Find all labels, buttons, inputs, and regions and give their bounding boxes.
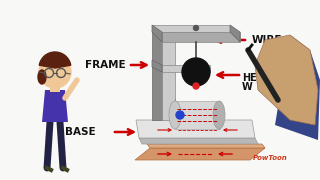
- Text: WIRE: WIRE: [252, 35, 283, 45]
- Polygon shape: [152, 32, 162, 120]
- Polygon shape: [139, 138, 258, 144]
- Text: PowToon: PowToon: [252, 155, 287, 161]
- Polygon shape: [147, 144, 265, 148]
- Text: BASE: BASE: [65, 127, 96, 137]
- Ellipse shape: [38, 70, 46, 84]
- Polygon shape: [162, 32, 240, 42]
- Polygon shape: [152, 25, 230, 32]
- Polygon shape: [275, 35, 320, 140]
- Text: FRAME: FRAME: [85, 60, 126, 70]
- Polygon shape: [162, 65, 210, 72]
- Circle shape: [193, 83, 199, 89]
- Polygon shape: [152, 25, 162, 42]
- Polygon shape: [135, 148, 265, 160]
- Polygon shape: [136, 120, 255, 138]
- Polygon shape: [42, 90, 68, 122]
- Polygon shape: [152, 60, 162, 72]
- Circle shape: [194, 26, 198, 30]
- FancyBboxPatch shape: [50, 82, 60, 92]
- Circle shape: [39, 56, 71, 88]
- FancyBboxPatch shape: [175, 101, 220, 129]
- Wedge shape: [39, 52, 71, 68]
- Polygon shape: [230, 25, 240, 42]
- Polygon shape: [162, 32, 175, 120]
- Ellipse shape: [213, 101, 225, 129]
- Circle shape: [182, 58, 210, 86]
- Polygon shape: [255, 35, 318, 125]
- Ellipse shape: [169, 101, 181, 129]
- Text: W: W: [242, 82, 253, 92]
- Text: HEA: HEA: [242, 73, 264, 83]
- Circle shape: [176, 111, 184, 119]
